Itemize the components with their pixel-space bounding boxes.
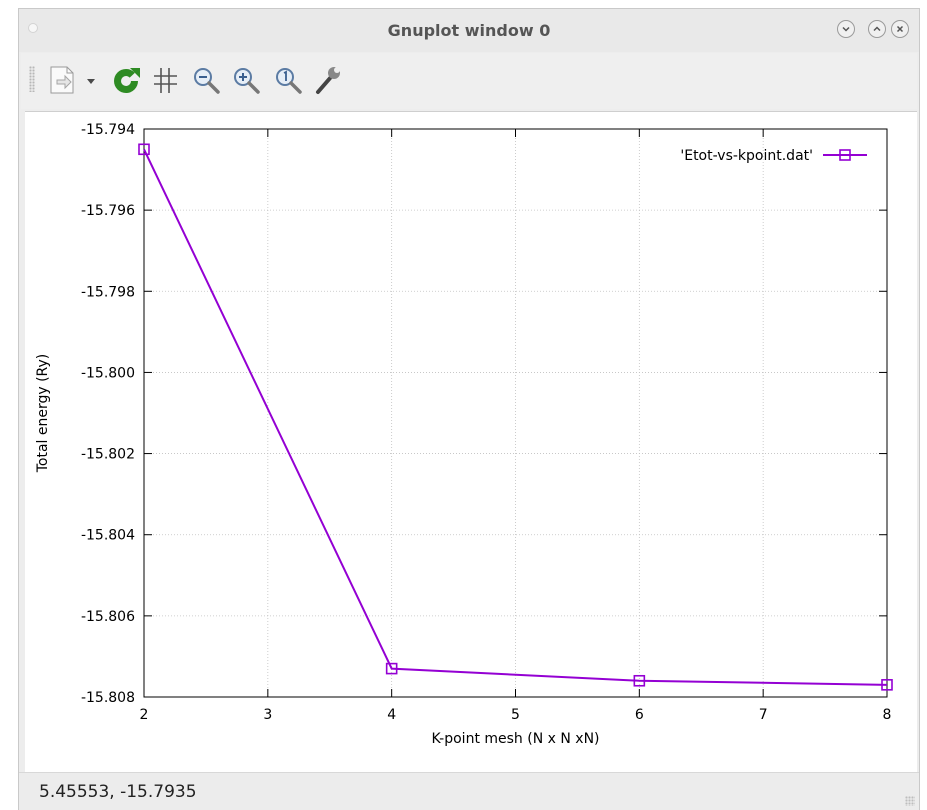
- window-title: Gnuplot window 0: [387, 21, 551, 40]
- axis-ticks: [143, 128, 888, 698]
- y-tick-label: -15.800: [81, 365, 135, 381]
- data-point: [881, 679, 893, 691]
- zoom-reset-button[interactable]: [271, 63, 305, 97]
- y-tick-label: -15.802: [81, 447, 135, 463]
- x-tick-label: 6: [635, 707, 644, 723]
- legend-label: 'Etot-vs-kpoint.dat': [680, 148, 813, 164]
- resize-grip[interactable]: [905, 796, 915, 806]
- gnuplot-window: Gnuplot window 0: [18, 8, 920, 810]
- legend: 'Etot-vs-kpoint.dat': [680, 148, 867, 164]
- title-bar[interactable]: Gnuplot window 0: [19, 9, 919, 52]
- close-button[interactable]: [891, 20, 909, 38]
- y-tick-label: -15.794: [81, 122, 135, 138]
- zoom-in-button[interactable]: [229, 63, 263, 97]
- plot-border: [143, 128, 888, 698]
- toolbar: [21, 53, 917, 109]
- zoom-in-icon: [234, 68, 260, 94]
- zoom-out-button[interactable]: [189, 63, 223, 97]
- status-bar: 5.45553, -15.7935: [19, 772, 919, 810]
- y-tick-labels: -15.794 -15.796 -15.798 -15.800 -15.802 -15.8…: [81, 122, 135, 706]
- plot-svg: -15.794 -15.796 -15.798 -15.800 -15.802 -15.8…: [35, 122, 893, 747]
- window-menu-icon[interactable]: [28, 23, 38, 33]
- y-tick-label: -15.808: [81, 690, 135, 706]
- wrench-icon: [316, 67, 340, 94]
- grid-icon: [154, 68, 177, 93]
- x-axis-label: K-point mesh (N x N xN): [431, 731, 599, 747]
- cursor-coordinates: 5.45553, -15.7935: [39, 782, 197, 802]
- x-tick-label: 2: [140, 707, 149, 723]
- x-tick-labels: 2 3 4 5 6 7 8: [140, 707, 892, 723]
- y-tick-label: -15.804: [81, 528, 135, 544]
- zoom-out-icon: [194, 68, 220, 94]
- zoom-reset-icon: [276, 68, 302, 94]
- export-icon: [50, 66, 95, 94]
- chevron-up-icon: [873, 26, 881, 32]
- close-icon: [896, 25, 904, 33]
- chevron-down-icon: [842, 26, 850, 32]
- x-tick-label: 8: [883, 707, 892, 723]
- replot-button[interactable]: [109, 63, 143, 97]
- data-point: [633, 674, 646, 687]
- x-tick-label: 5: [511, 707, 520, 723]
- y-tick-label: -15.806: [81, 609, 135, 625]
- grid-lines: [144, 129, 887, 697]
- replot-icon: [114, 68, 140, 93]
- y-tick-label: -15.798: [81, 284, 135, 300]
- settings-button[interactable]: [311, 63, 345, 97]
- series-group: [138, 143, 893, 691]
- export-button[interactable]: [45, 63, 101, 97]
- toolbar-grip[interactable]: [29, 66, 35, 92]
- data-point: [138, 143, 150, 156]
- x-tick-label: 7: [759, 707, 768, 723]
- plot-canvas[interactable]: -15.794 -15.796 -15.798 -15.800 -15.802 -15.8…: [25, 111, 917, 772]
- legend-marker: [839, 149, 851, 161]
- series-line: [143, 148, 888, 686]
- y-tick-label: -15.796: [81, 203, 135, 219]
- maximize-button[interactable]: [868, 20, 886, 38]
- x-tick-label: 3: [263, 707, 272, 723]
- data-point: [385, 662, 398, 675]
- grid-button[interactable]: [149, 63, 183, 97]
- y-axis-label: Total energy (Ry): [35, 354, 51, 474]
- x-tick-label: 4: [387, 707, 396, 723]
- minimize-button[interactable]: [837, 20, 855, 38]
